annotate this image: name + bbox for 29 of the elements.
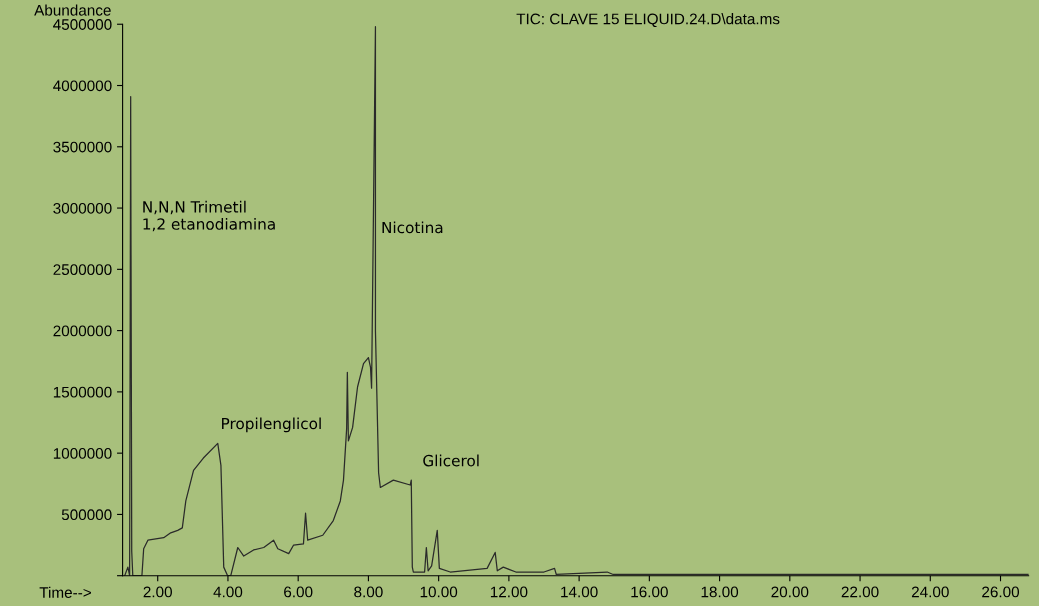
y-tick-label: 3500000: [53, 141, 112, 153]
x-axis-title: Time-->: [39, 586, 91, 598]
x-tick-label: 16.00: [631, 586, 668, 598]
y-tick-label: 500000: [61, 509, 112, 521]
annotation: N,N,N Trimetil 1,2 etanodiamina: [143, 200, 275, 232]
x-tick-label: 4.00: [213, 586, 243, 598]
annotation: Glicerol: [423, 454, 479, 467]
x-tick-label: 24.00: [911, 586, 949, 598]
y-tick-label: 3000000: [53, 202, 112, 214]
chart-title: TIC: CLAVE 15 ELIQUID.24.D\data.ms: [516, 13, 780, 28]
annotation: Nicotina: [382, 221, 443, 234]
x-tick-label: 26.00: [982, 586, 1020, 598]
x-tick-label: 2.00: [143, 586, 172, 598]
x-tick-label: 20.00: [771, 586, 809, 598]
x-tick-label: 14.00: [561, 586, 598, 598]
annotation: Propilenglicol: [222, 417, 321, 433]
x-tick-label: 18.00: [701, 586, 739, 598]
y-tick-label: 4500000: [53, 19, 112, 30]
x-tick-label: 12.00: [490, 586, 528, 598]
y-tick-label: 1000000: [53, 448, 112, 459]
y-tick-label: 2500000: [53, 264, 112, 276]
y-tick-label: 4000000: [53, 80, 112, 92]
x-tick-label: 10.00: [420, 586, 458, 598]
x-tick-label: 22.00: [841, 586, 879, 598]
y-axis-title: Abundance: [34, 4, 111, 16]
y-tick-label: 1500000: [53, 386, 112, 398]
y-tick-label: 2000000: [53, 325, 112, 337]
x-tick-label: 8.00: [354, 586, 383, 598]
x-tick-label: 6.00: [284, 586, 313, 598]
